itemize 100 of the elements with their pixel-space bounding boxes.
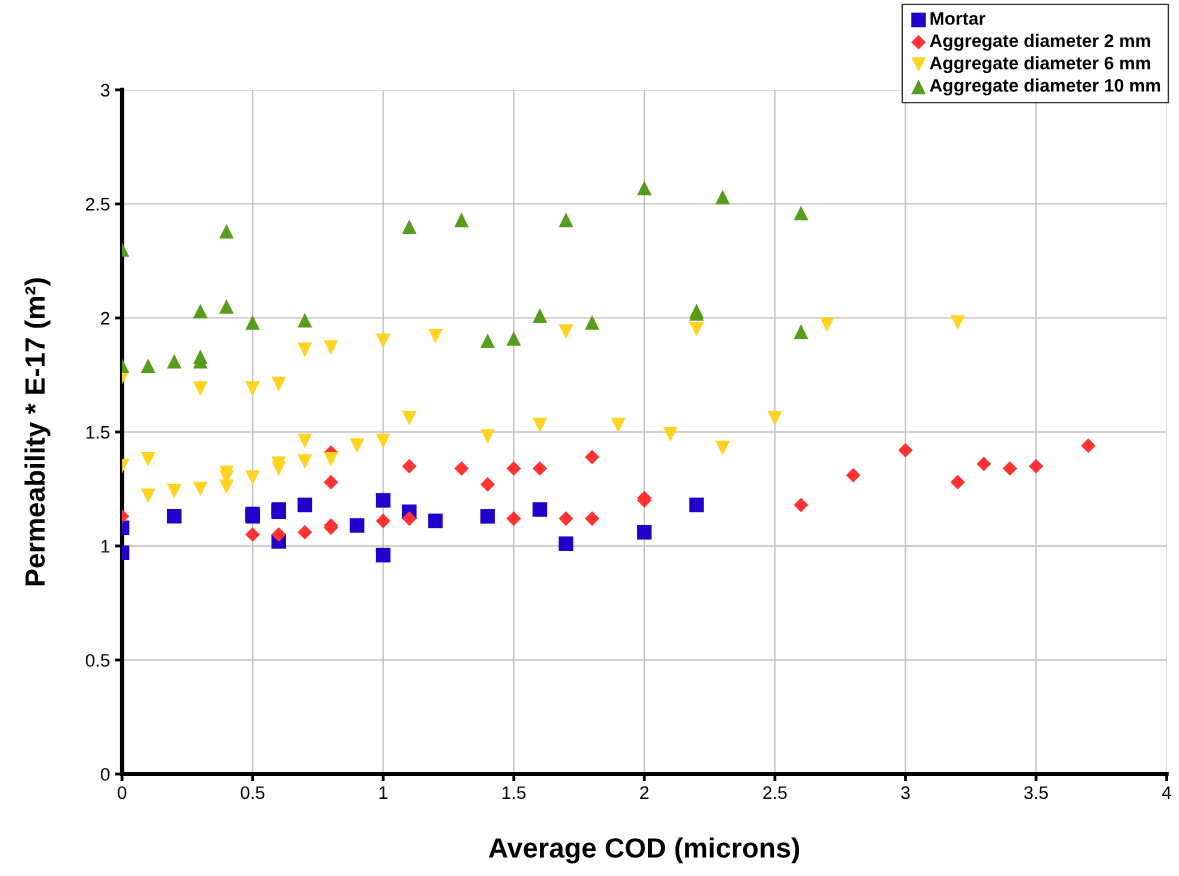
legend-label: Aggregate diameter 6 mm (929, 56, 1151, 74)
point (219, 299, 234, 314)
y-axis-title: Permeability * E-17 (m²) (24, 278, 51, 586)
x-tick-label: 2 (640, 786, 649, 799)
point (1080, 438, 1096, 453)
y-tick-label: 0 (100, 767, 110, 781)
point (898, 442, 913, 458)
x-tick-label: 2.5 (763, 786, 787, 800)
point (297, 454, 313, 469)
point (558, 511, 574, 526)
point (323, 474, 339, 490)
point (323, 340, 339, 355)
point (532, 502, 548, 517)
point (402, 511, 417, 526)
point (584, 315, 600, 330)
x-tick-label: 3.5 (1024, 786, 1048, 800)
x-tick-label: 1.5 (502, 786, 526, 800)
legend-label: Aggregate diameter 10 mm (929, 78, 1161, 96)
point (245, 527, 260, 542)
point (663, 426, 678, 442)
point (715, 440, 730, 456)
point (245, 470, 260, 485)
x-tick-label: 3 (901, 786, 910, 800)
point (375, 493, 391, 508)
x-axis-title: Average COD (microns) (488, 837, 800, 864)
point (506, 461, 522, 476)
point (219, 223, 234, 239)
point (1002, 461, 1018, 476)
point (976, 456, 992, 472)
point (375, 433, 391, 449)
point (166, 483, 182, 499)
point (402, 219, 417, 234)
point (166, 509, 182, 524)
point (532, 308, 548, 323)
y-tick-label: 1 (101, 540, 110, 553)
point (193, 303, 208, 319)
point (193, 381, 208, 396)
point (610, 417, 626, 433)
y-tick-label: 2.5 (86, 197, 110, 211)
point (532, 461, 548, 476)
point (506, 331, 522, 346)
point (637, 525, 652, 540)
y-tick-label: 1.5 (86, 426, 110, 439)
point (950, 315, 965, 330)
point (245, 381, 260, 396)
point (297, 312, 313, 328)
point (715, 189, 730, 205)
point (584, 511, 600, 526)
x-tick-label: 4 (1162, 786, 1172, 799)
point (375, 547, 391, 563)
point (454, 461, 469, 476)
point (506, 511, 522, 526)
x-tick-label: 0.5 (240, 786, 265, 800)
x-tick-label: 0 (117, 786, 127, 800)
point (166, 353, 182, 369)
point (271, 461, 286, 476)
point (532, 417, 548, 433)
point (793, 497, 809, 513)
point (950, 474, 965, 490)
point (349, 438, 365, 453)
point (375, 333, 391, 349)
point (480, 509, 495, 524)
point (845, 468, 861, 483)
point (349, 518, 365, 533)
point (428, 328, 443, 344)
point (480, 477, 495, 492)
point (689, 322, 704, 337)
point (297, 497, 313, 513)
point (219, 479, 234, 494)
point (428, 513, 443, 529)
point (793, 324, 809, 339)
point (375, 513, 391, 529)
point (297, 342, 313, 358)
point (323, 452, 339, 467)
point (297, 525, 313, 540)
point (402, 410, 417, 426)
point (480, 333, 495, 349)
point (558, 212, 574, 228)
point (140, 452, 156, 467)
point (689, 497, 704, 513)
point (271, 376, 286, 392)
point (767, 410, 783, 426)
point (140, 358, 156, 374)
legend-label: Aggregate diameter 2 mm (929, 33, 1151, 51)
point (454, 212, 469, 228)
point (140, 488, 156, 504)
y-tick-label: 3 (100, 83, 110, 97)
point (637, 180, 652, 196)
point (297, 433, 313, 449)
point (245, 315, 260, 330)
point (793, 205, 809, 221)
point (584, 449, 600, 465)
point (193, 481, 208, 497)
point (558, 536, 574, 551)
point (480, 429, 495, 444)
legend-label: Mortar (930, 12, 986, 25)
point (1028, 458, 1044, 474)
x-tick-label: 1 (379, 786, 388, 799)
point (558, 324, 574, 339)
point (819, 317, 835, 333)
